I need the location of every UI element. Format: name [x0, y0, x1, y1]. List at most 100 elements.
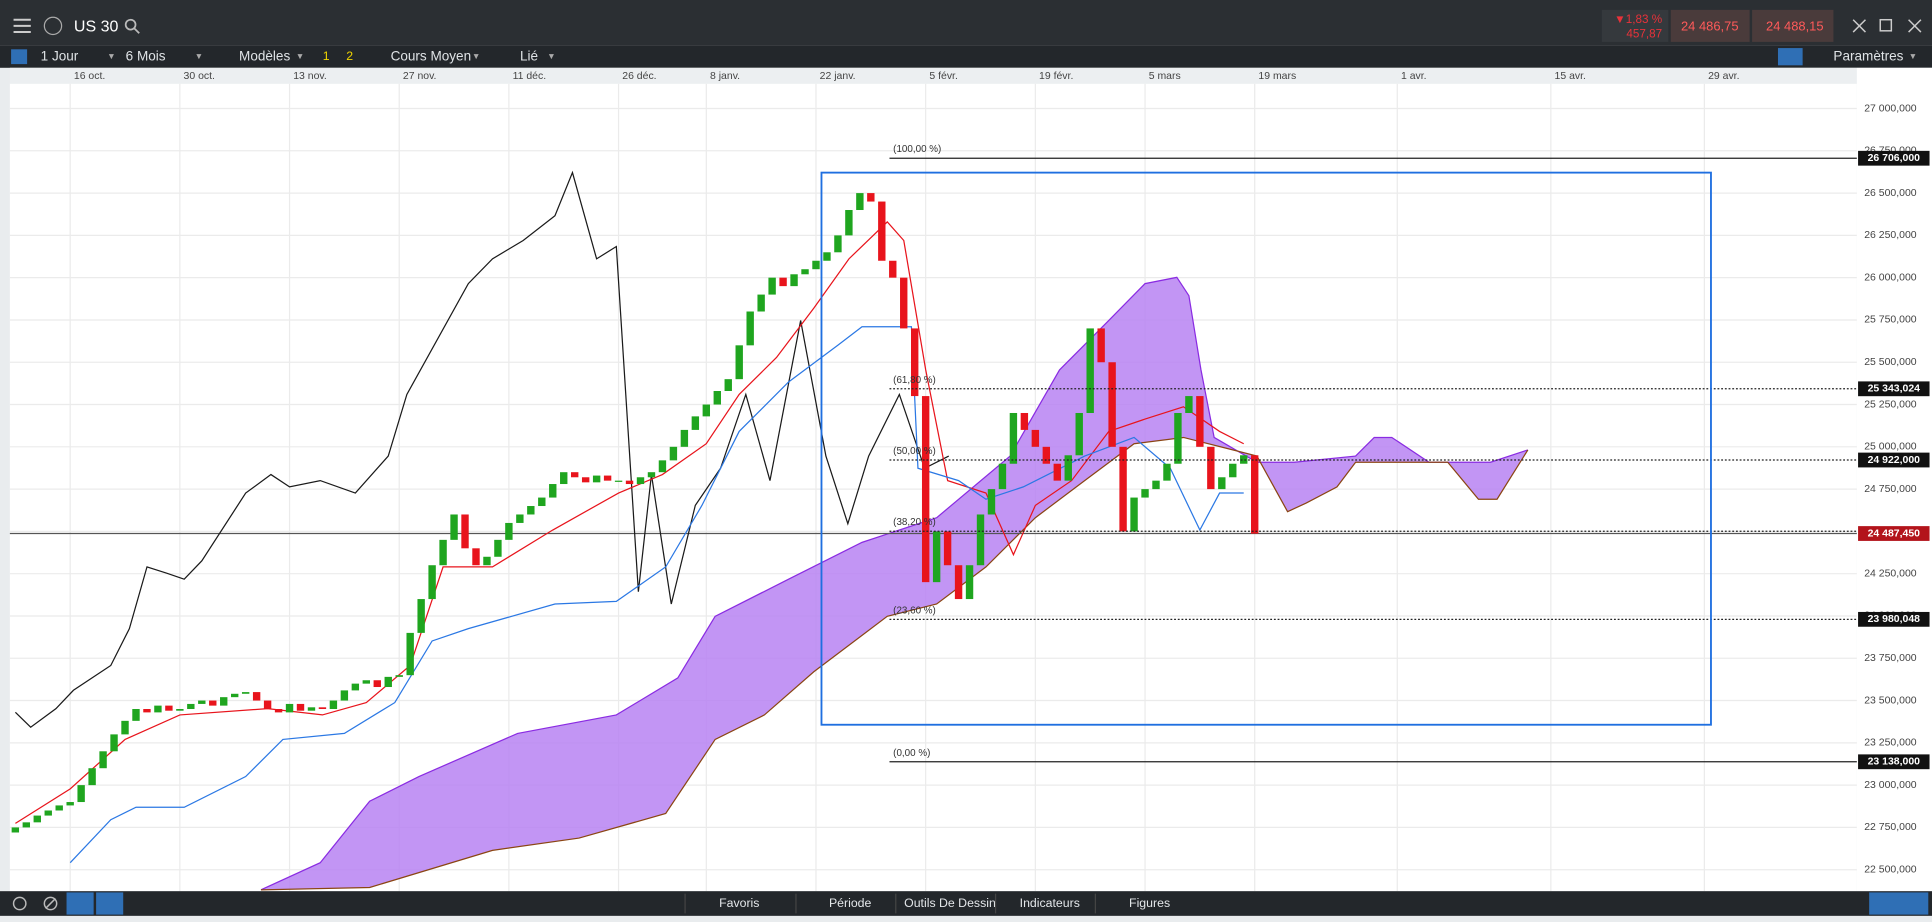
x-tick-label: 29 avr. [1708, 71, 1739, 82]
interval[interactable]: 1 Jour [41, 48, 79, 63]
candle [285, 703, 294, 713]
candle [66, 802, 74, 806]
candle [198, 700, 206, 704]
candle [702, 404, 711, 417]
candle [110, 734, 118, 752]
tab[interactable]: Figures [1129, 896, 1170, 910]
zoom-tools[interactable] [1869, 892, 1929, 915]
cloud-lower [260, 436, 1529, 891]
candle [823, 252, 831, 261]
buy-button[interactable] [1752, 9, 1834, 42]
sell-button[interactable] [1670, 9, 1750, 42]
candle [669, 446, 678, 461]
search-icon[interactable] [124, 18, 140, 34]
price-tag [1858, 452, 1930, 468]
fib-label: (100,00 %) [893, 144, 941, 155]
candle [318, 707, 327, 710]
candle [790, 274, 798, 287]
draw-tool[interactable] [66, 892, 94, 915]
window-controls[interactable] [1852, 18, 1922, 33]
price-tag-label: 26 706,000 [1868, 153, 1921, 164]
candle [834, 235, 842, 253]
x-tick-label: 16 oct. [74, 71, 105, 82]
candle [44, 810, 52, 816]
svg-text:▼: ▼ [107, 51, 116, 61]
symbol: US 30 [74, 17, 119, 35]
candle [274, 709, 283, 713]
candle [1251, 455, 1259, 534]
x-tick-label: 19 mars [1258, 71, 1296, 82]
candle [99, 751, 107, 769]
candle [307, 707, 316, 711]
fib-label: (61,80 %) [893, 375, 936, 386]
candle [1108, 362, 1116, 447]
x-tick-label: 5 mars [1149, 71, 1181, 82]
candle [1240, 455, 1248, 464]
bottom-tabs: Favoris Période Outils De Dessin Indicateur… [684, 893, 1170, 914]
candle [549, 484, 557, 498]
toolbar [0, 45, 1932, 68]
svg-text:▼: ▼ [472, 51, 481, 61]
style-2[interactable]: 2 [346, 49, 353, 63]
candle [1218, 477, 1226, 490]
candle [88, 768, 96, 786]
candle [724, 379, 732, 391]
link[interactable]: Lié [520, 48, 538, 63]
style-1[interactable]: 1 [323, 49, 330, 63]
candle [450, 514, 458, 540]
price-tag [1858, 150, 1930, 166]
svg-text:▼: ▼ [296, 51, 305, 61]
candle [1075, 412, 1083, 456]
tab[interactable]: Favoris [719, 896, 759, 910]
candle [965, 565, 974, 600]
y-tick-label: 25 500,000 [1864, 357, 1917, 368]
list-icon[interactable] [11, 49, 28, 65]
tab[interactable]: Indicateurs [1020, 896, 1080, 910]
menu-icon[interactable] [13, 18, 31, 34]
y-tick-label: 23 000,000 [1864, 780, 1917, 791]
candle [735, 345, 743, 380]
candle [1196, 396, 1204, 447]
y-tick-label: 26 000,000 [1864, 272, 1917, 283]
candle [1020, 412, 1029, 430]
candle [231, 693, 239, 698]
templates[interactable]: Modèles [239, 48, 290, 63]
candle [1174, 412, 1182, 464]
plot: 22 500,000 22 750,000 23 000,000 23 250,000… [9, 71, 1930, 892]
candle [505, 522, 513, 540]
candle [384, 676, 392, 688]
candle [176, 709, 184, 711]
price-tag-label: 23 138,000 [1868, 757, 1921, 768]
range[interactable]: 6 Mois [126, 48, 166, 63]
candle [713, 390, 721, 405]
candle [340, 690, 349, 701]
active-tool[interactable] [1777, 48, 1803, 66]
time-axis [9, 67, 1857, 84]
tab[interactable]: Outils De Dessin [904, 896, 996, 910]
magnet-tool[interactable] [96, 892, 124, 915]
candle [494, 539, 502, 557]
svg-text:▼: ▼ [1909, 51, 1918, 61]
candle [768, 277, 776, 295]
price-tag [1858, 526, 1930, 541]
fib-label: (23,60 %) [893, 605, 936, 616]
settings[interactable]: Paramètres [1833, 48, 1903, 63]
y-tick-label: 24 750,000 [1864, 484, 1917, 495]
candle [658, 460, 667, 473]
candle [143, 709, 151, 713]
candle [614, 480, 623, 482]
sell-price: 24 486,75 [1681, 19, 1739, 34]
plot-area [9, 83, 1857, 892]
candle [165, 705, 173, 711]
candle [560, 472, 568, 485]
candle [592, 475, 601, 483]
candle [889, 260, 897, 278]
chart-type[interactable]: Cours Moyen [391, 48, 472, 63]
info-icon[interactable] [43, 16, 63, 36]
bottom-left-tools[interactable] [12, 896, 58, 911]
y-tick-label: 26 500,000 [1864, 188, 1917, 199]
candle [1185, 396, 1193, 413]
drawn-rectangle [820, 171, 1712, 726]
fib-label: (38,20 %) [893, 517, 936, 528]
tab[interactable]: Période [829, 896, 872, 910]
